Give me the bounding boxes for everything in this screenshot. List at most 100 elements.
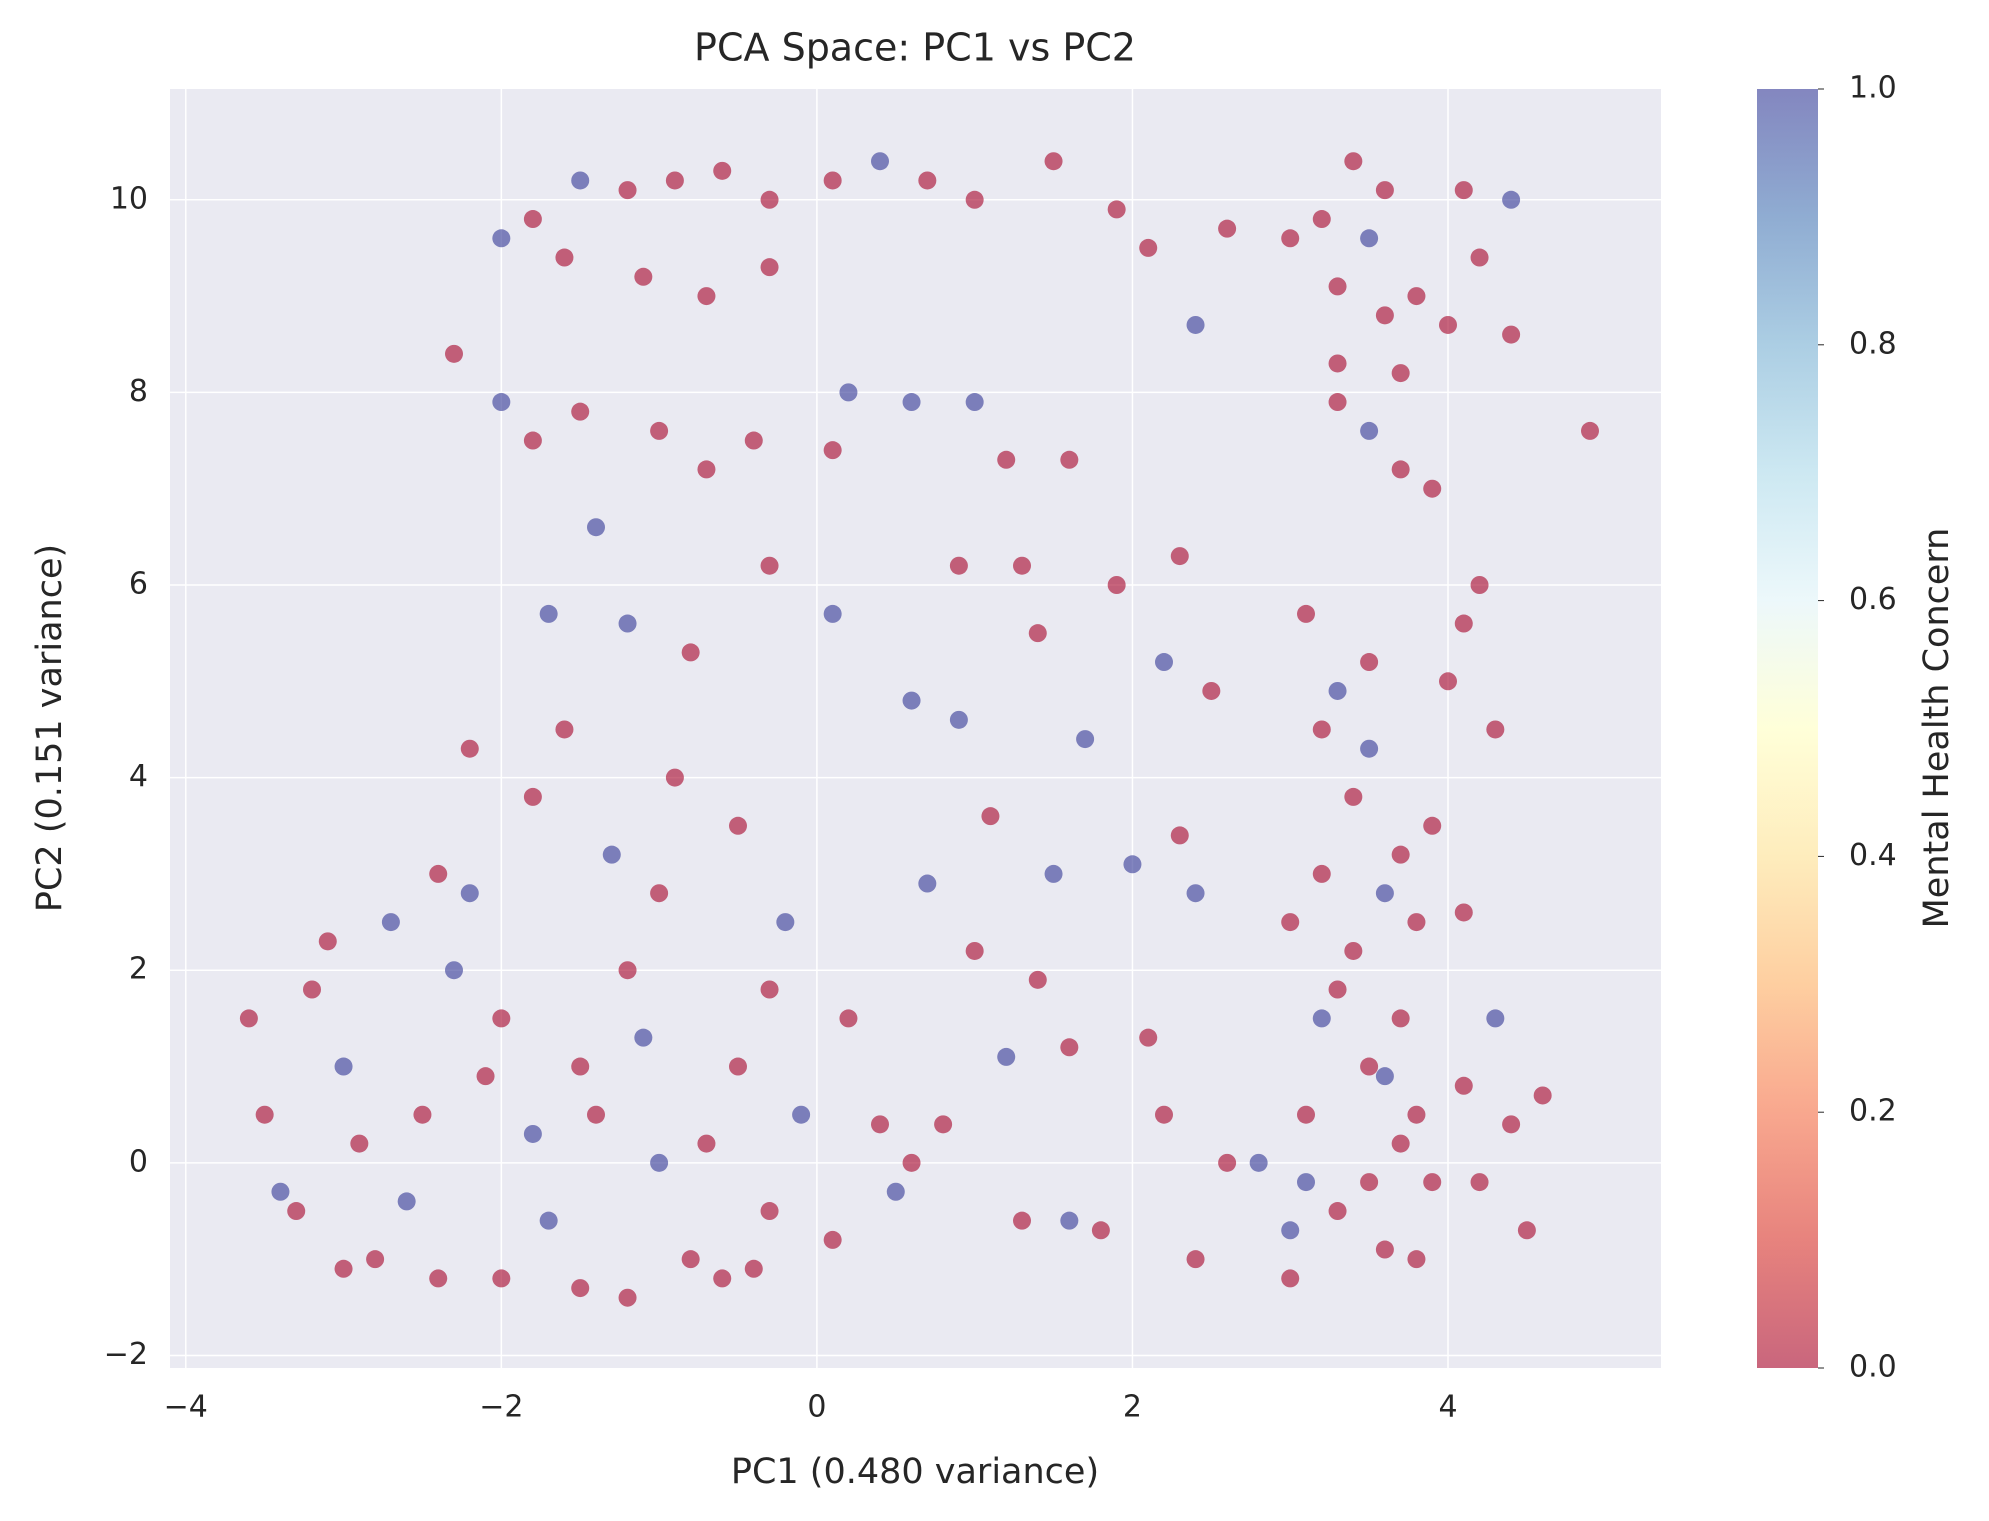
- point: [823, 171, 842, 190]
- point: [823, 604, 842, 623]
- point: [965, 941, 984, 960]
- point: [839, 383, 858, 402]
- point: [713, 1269, 732, 1288]
- point: [1517, 1221, 1536, 1240]
- point: [1170, 547, 1189, 566]
- point: [1044, 152, 1063, 171]
- colorbar-tick-label: 0.4: [1849, 838, 1897, 873]
- point: [1423, 479, 1442, 498]
- point: [492, 1269, 511, 1288]
- point: [1060, 1211, 1079, 1230]
- point: [965, 393, 984, 412]
- point: [1407, 1250, 1426, 1269]
- point: [1375, 306, 1394, 325]
- point: [697, 287, 716, 306]
- point: [271, 1182, 290, 1201]
- colorbar-tick-label: 0.0: [1849, 1350, 1897, 1385]
- point: [823, 1230, 842, 1249]
- point: [1581, 421, 1599, 440]
- point: [1297, 1105, 1315, 1124]
- point: [1281, 1221, 1300, 1240]
- point: [571, 402, 590, 421]
- point: [760, 980, 779, 999]
- point: [303, 980, 321, 999]
- point: [460, 884, 479, 903]
- point: [1375, 1240, 1394, 1259]
- point: [1423, 816, 1442, 835]
- point: [1360, 739, 1379, 758]
- colorbar: [1757, 89, 1818, 1368]
- point: [1249, 1153, 1268, 1172]
- chart-title: PCA Space: PC1 vs PC2: [694, 26, 1136, 70]
- x-tick-label: 2: [1123, 1390, 1142, 1425]
- point: [1502, 325, 1521, 344]
- point: [1312, 1009, 1331, 1028]
- point: [618, 181, 637, 200]
- point: [634, 1028, 653, 1047]
- point: [1391, 460, 1410, 479]
- point: [760, 190, 779, 209]
- point: [918, 171, 937, 190]
- point: [1281, 913, 1300, 932]
- point: [1375, 1067, 1394, 1086]
- point: [239, 1009, 258, 1028]
- point: [255, 1105, 274, 1124]
- point: [1028, 624, 1047, 643]
- point: [618, 961, 637, 980]
- y-tick-label: −2: [104, 1337, 148, 1372]
- point: [429, 864, 448, 883]
- y-tick-label: 10: [110, 181, 148, 216]
- x-tick-label: −4: [164, 1390, 208, 1425]
- point: [697, 1134, 716, 1153]
- x-tick-label: −2: [479, 1390, 523, 1425]
- point: [1407, 913, 1426, 932]
- point: [634, 267, 653, 286]
- point: [555, 248, 574, 267]
- y-tick-label: 2: [129, 952, 148, 987]
- colorbar-tick-label: 0.6: [1849, 582, 1897, 617]
- point: [1407, 1105, 1426, 1124]
- point: [1186, 1250, 1205, 1269]
- point: [839, 1009, 858, 1028]
- point: [681, 643, 700, 662]
- y-tick-label: 8: [129, 374, 148, 409]
- point: [1328, 277, 1347, 296]
- point: [523, 431, 542, 450]
- point: [1297, 1173, 1315, 1192]
- point: [381, 913, 400, 932]
- point: [1013, 556, 1031, 575]
- point: [366, 1250, 385, 1269]
- point: [902, 393, 921, 412]
- point: [1391, 845, 1410, 864]
- point: [618, 1288, 637, 1307]
- point: [1218, 219, 1237, 238]
- point: [1107, 200, 1126, 219]
- point: [1155, 653, 1173, 672]
- point: [476, 1067, 495, 1086]
- point: [997, 450, 1016, 469]
- point: [1344, 787, 1363, 806]
- point: [523, 210, 542, 229]
- point: [1312, 210, 1331, 229]
- point: [1486, 720, 1505, 739]
- point: [902, 1153, 921, 1172]
- point: [1391, 364, 1410, 383]
- point: [760, 258, 779, 277]
- point: [318, 932, 337, 951]
- point: [587, 518, 605, 537]
- point: [697, 460, 716, 479]
- point: [1344, 941, 1363, 960]
- point: [1375, 181, 1394, 200]
- point: [587, 1105, 605, 1124]
- point: [492, 1009, 511, 1028]
- point: [1139, 1028, 1158, 1047]
- point: [1407, 287, 1426, 306]
- point: [1454, 181, 1473, 200]
- point: [934, 1115, 953, 1134]
- point: [1533, 1086, 1552, 1105]
- point: [1281, 1269, 1300, 1288]
- point: [997, 1047, 1016, 1066]
- point: [1502, 1115, 1521, 1134]
- point: [1170, 826, 1189, 845]
- point: [744, 431, 763, 450]
